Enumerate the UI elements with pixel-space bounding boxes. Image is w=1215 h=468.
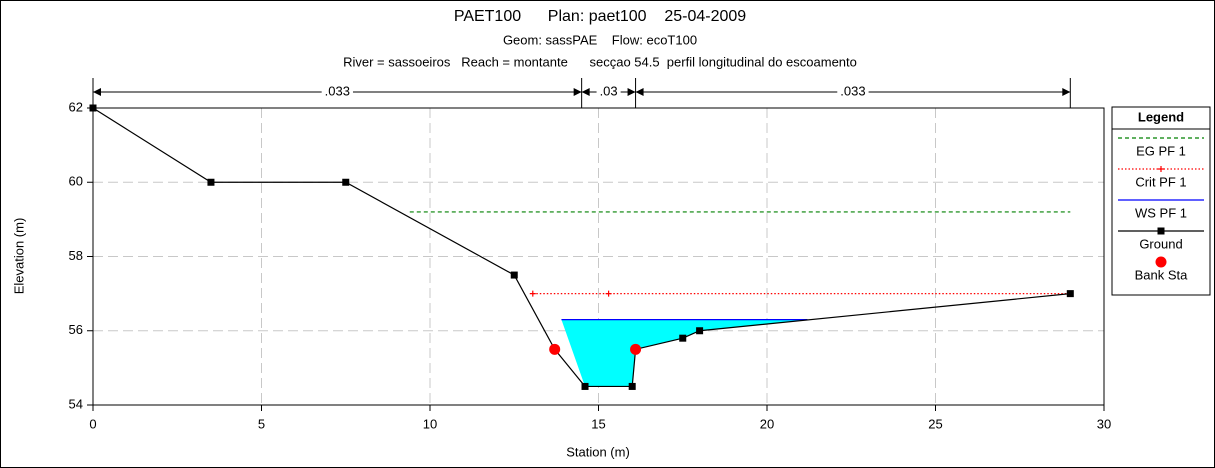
- manning-label-bg: [837, 85, 869, 99]
- x-tick-label: 20: [760, 416, 774, 431]
- marker: [207, 178, 215, 186]
- y-tick-label: 54: [69, 396, 83, 411]
- manning-label: .033: [840, 83, 865, 98]
- marker: [342, 178, 350, 186]
- manning-label: .03: [600, 83, 618, 98]
- manning-arrow: [627, 88, 636, 96]
- marker: [679, 334, 687, 342]
- marker: [1066, 290, 1074, 298]
- marker: [605, 290, 612, 297]
- manning-arrow: [581, 88, 590, 96]
- plot-border: [92, 107, 1105, 406]
- marker: [549, 343, 561, 355]
- manning-label: .033: [325, 83, 350, 98]
- legend-marker: [1157, 227, 1165, 235]
- x-tick-label: 0: [89, 416, 96, 431]
- x-tick-label: 25: [928, 416, 942, 431]
- legend-label: Crit PF 1: [1135, 174, 1186, 189]
- y-tick-label: 56: [69, 322, 83, 337]
- x-tick-label: 15: [591, 416, 605, 431]
- y-tick-label: 58: [69, 248, 83, 263]
- marker: [630, 343, 642, 355]
- x-axis-label: Station (m): [566, 444, 630, 459]
- y-axis-label: Elevation (m): [11, 218, 26, 295]
- marker: [696, 327, 704, 335]
- chart-subtitle: Geom: sassPAE Flow: ecoT100: [503, 32, 697, 47]
- legend-marker: [1155, 256, 1167, 268]
- marker: [510, 271, 518, 279]
- x-tick-label: 30: [1097, 416, 1111, 431]
- marker: [628, 382, 636, 390]
- marker: [529, 290, 536, 297]
- manning-arrow: [1062, 88, 1071, 96]
- chart-caption: River = sassoeiros Reach = montante secç…: [343, 54, 857, 69]
- manning-label-bg: [596, 85, 621, 99]
- legend-label: Bank Sta: [1135, 267, 1189, 282]
- y-tick-label: 60: [69, 174, 83, 189]
- legend-title: Legend: [1138, 109, 1184, 124]
- x-tick-label: 10: [423, 416, 437, 431]
- legend-label: WS PF 1: [1135, 205, 1187, 220]
- marker: [581, 382, 589, 390]
- manning-arrow: [635, 88, 644, 96]
- legend-marker: [1158, 166, 1164, 172]
- legend-label: EG PF 1: [1136, 143, 1186, 158]
- x-tick-label: 5: [258, 416, 265, 431]
- y-tick-label: 62: [69, 99, 83, 114]
- manning-label-bg: [321, 85, 353, 99]
- manning-arrow: [93, 88, 101, 96]
- water-fill: [561, 319, 811, 387]
- legend-label: Ground: [1139, 236, 1182, 251]
- manning-arrow: [573, 88, 582, 96]
- chart-title: PAET100 Plan: paet100 25-04-2009: [454, 8, 746, 25]
